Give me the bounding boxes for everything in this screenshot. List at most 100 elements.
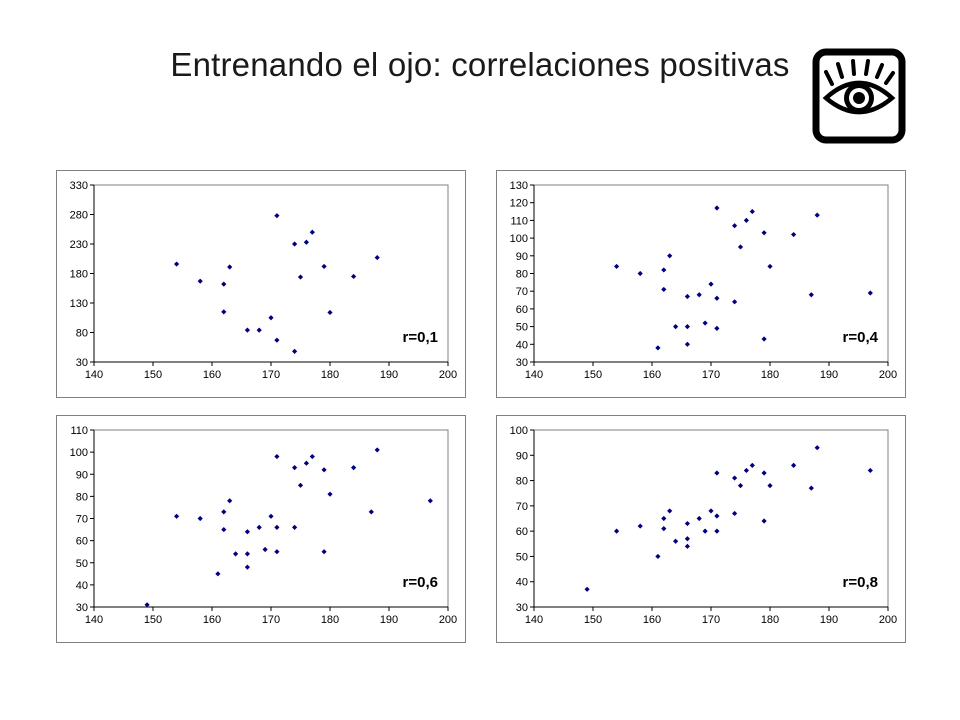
scatter-point (327, 309, 333, 316)
x-tick-label: 180 (761, 614, 779, 626)
y-tick-label: 90 (516, 450, 528, 462)
x-tick-label: 140 (85, 614, 103, 626)
y-tick-label: 60 (76, 536, 88, 548)
x-tick-label: 170 (262, 369, 280, 381)
x-tick-label: 140 (525, 369, 543, 381)
y-tick-label: 50 (516, 322, 528, 334)
scatter-point (321, 549, 327, 555)
x-tick-label: 150 (144, 614, 162, 626)
scatter-point (221, 509, 227, 515)
scatter-point (761, 336, 767, 342)
scatter-point (791, 462, 797, 468)
scatter-point (292, 241, 298, 247)
scatter-point (297, 482, 304, 488)
y-tick-label: 110 (70, 425, 88, 437)
y-tick-label: 30 (76, 357, 88, 369)
scatter-point (244, 564, 250, 570)
y-tick-label: 280 (70, 210, 88, 222)
x-tick-label: 150 (584, 369, 602, 381)
scatter-point (661, 515, 667, 522)
y-tick-label: 40 (516, 339, 528, 351)
scatter-point (321, 467, 327, 473)
y-tick-label: 80 (516, 476, 528, 488)
y-tick-label: 80 (516, 269, 528, 281)
y-tick-label: 30 (516, 602, 528, 614)
scatter-point (197, 515, 203, 522)
x-tick-label: 200 (879, 614, 897, 626)
y-tick-label: 80 (76, 491, 88, 503)
scatter-point (761, 518, 767, 524)
y-tick-label: 40 (516, 577, 528, 589)
y-tick-label: 60 (516, 304, 528, 316)
y-tick-label: 120 (510, 198, 528, 210)
scatter-point (268, 513, 274, 519)
scatter-chart-r04: 30 40 50 60 70 80 90 100 110 120 130 140 150 160 170 18… (496, 170, 906, 398)
plot-area (533, 184, 889, 363)
scatter-chart-r01: 30 80 130 180 230 280 330 140 150 160 170 180 190 200… (56, 170, 466, 398)
y-tick-label: 100 (510, 425, 528, 437)
y-tick-label: 40 (76, 580, 88, 592)
y-tick-label: 80 (76, 328, 88, 340)
y-tick-label: 180 (70, 269, 88, 281)
eye-icon (810, 46, 908, 146)
x-tick-label: 140 (85, 369, 103, 381)
y-tick-label: 30 (516, 357, 528, 369)
scatter-point (374, 254, 380, 261)
scatter-point (244, 327, 250, 333)
scatter-point (321, 263, 327, 270)
y-tick-label: 230 (70, 239, 88, 251)
scatter-point (303, 460, 309, 466)
scatter-point (761, 470, 767, 476)
x-tick-label: 180 (321, 369, 339, 381)
slide-title: Entrenando el ojo: correlaciones positiv… (170, 46, 790, 83)
y-tick-label: 90 (76, 469, 88, 481)
x-tick-label: 200 (439, 614, 457, 626)
scatter-point (174, 261, 180, 267)
plot-area (93, 184, 449, 363)
x-tick-label: 190 (380, 369, 398, 381)
correlation-label: r=0,6 (403, 574, 438, 591)
x-tick-label: 200 (879, 369, 897, 381)
x-tick-label: 170 (702, 369, 720, 381)
y-tick-label: 70 (76, 514, 88, 526)
x-tick-label: 140 (525, 614, 543, 626)
correlation-label: r=0,4 (843, 329, 879, 346)
x-tick-label: 190 (820, 369, 838, 381)
scatter-point (351, 465, 357, 471)
y-tick-label: 130 (510, 180, 528, 192)
scatter-point (297, 274, 304, 280)
scatter-point (309, 453, 315, 460)
correlation-label: r=0,8 (843, 574, 878, 591)
scatter-point (696, 515, 702, 522)
scatter-point (761, 230, 767, 236)
y-tick-label: 110 (510, 215, 528, 227)
x-tick-label: 190 (820, 614, 838, 626)
y-tick-label: 130 (70, 298, 88, 310)
x-tick-label: 180 (761, 369, 779, 381)
x-tick-label: 170 (702, 614, 720, 626)
x-tick-label: 160 (643, 614, 661, 626)
scatter-chart-r06: 30 40 50 60 70 80 90 100 110 140 150 160 170 180 190 20… (56, 415, 466, 643)
x-tick-label: 160 (203, 369, 221, 381)
scatter-point (221, 526, 227, 533)
y-tick-label: 330 (70, 180, 88, 192)
scatter-point (221, 281, 227, 287)
y-tick-label: 70 (516, 286, 528, 298)
x-tick-label: 160 (643, 369, 661, 381)
x-tick-label: 150 (144, 369, 162, 381)
y-tick-label: 100 (70, 447, 88, 459)
y-tick-label: 90 (516, 251, 528, 263)
scatter-point (808, 292, 814, 298)
scatter-point (749, 208, 755, 215)
y-tick-label: 50 (516, 551, 528, 563)
scatter-point (215, 571, 221, 577)
scatter-chart-r08: 30 40 50 60 70 80 90 100 140 150 160 170 180 190 200 r=… (496, 415, 906, 643)
x-tick-label: 170 (262, 614, 280, 626)
x-tick-label: 150 (584, 614, 602, 626)
y-tick-label: 70 (516, 501, 528, 513)
scatter-point (814, 212, 820, 218)
scatter-point (351, 273, 357, 280)
scatter-point (737, 244, 744, 250)
x-tick-label: 200 (439, 369, 457, 381)
correlation-label: r=0,1 (403, 329, 438, 346)
